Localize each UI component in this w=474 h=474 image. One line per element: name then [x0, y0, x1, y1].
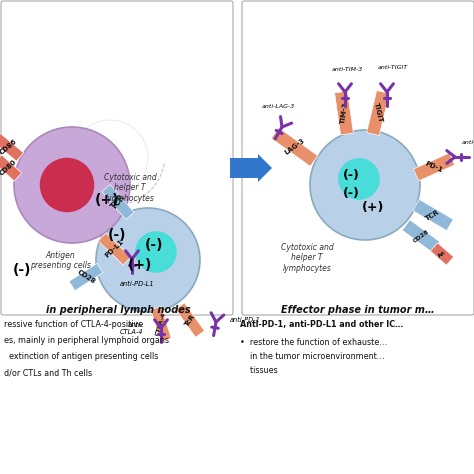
- Text: TCR: TCR: [425, 209, 441, 221]
- Text: PD-L1: PD-L1: [104, 239, 125, 259]
- Text: es, mainly in peripheral lymphoid organs: es, mainly in peripheral lymphoid organs: [4, 336, 169, 345]
- Circle shape: [14, 127, 130, 243]
- FancyBboxPatch shape: [1, 1, 233, 315]
- Polygon shape: [402, 220, 440, 252]
- Circle shape: [96, 208, 200, 312]
- Text: Effector phase in tumor m…: Effector phase in tumor m…: [281, 305, 435, 315]
- Text: TcR: TcR: [183, 313, 196, 327]
- Circle shape: [310, 130, 420, 240]
- Text: (-): (-): [13, 263, 31, 277]
- Text: in peripheral lymph nodes: in peripheral lymph nodes: [46, 305, 191, 315]
- Text: anti-
CTLA-4: anti- CTLA-4: [119, 322, 143, 335]
- Text: anti-PD-1: anti-PD-1: [462, 140, 474, 146]
- Text: (-): (-): [343, 186, 359, 200]
- Polygon shape: [69, 264, 103, 291]
- Polygon shape: [413, 153, 455, 181]
- Text: TCR: TCR: [109, 192, 127, 211]
- Text: anti-PD-L1: anti-PD-L1: [120, 281, 155, 287]
- Text: (+): (+): [128, 258, 152, 272]
- Polygon shape: [271, 128, 318, 166]
- Text: CD80: CD80: [0, 159, 18, 177]
- Text: LAG-3: LAG-3: [283, 138, 306, 156]
- Text: anti-TIM-3: anti-TIM-3: [331, 67, 363, 72]
- Text: anti-LAG-3: anti-LAG-3: [261, 104, 295, 109]
- Text: CD28: CD28: [412, 228, 430, 244]
- Polygon shape: [0, 133, 24, 161]
- Text: CD86: CD86: [0, 138, 18, 156]
- Circle shape: [135, 231, 177, 273]
- Polygon shape: [102, 184, 134, 219]
- Circle shape: [40, 158, 94, 212]
- Polygon shape: [367, 91, 389, 136]
- Polygon shape: [175, 303, 204, 337]
- Text: PD-1: PD-1: [424, 161, 444, 173]
- Text: in the tumor microenvironment…: in the tumor microenvironment…: [240, 352, 385, 361]
- Text: TIGIT: TIGIT: [373, 102, 383, 124]
- Text: (+): (+): [362, 201, 384, 213]
- Circle shape: [72, 120, 148, 196]
- Text: extinction of antigen presenting cells: extinction of antigen presenting cells: [4, 352, 158, 361]
- Text: (-): (-): [343, 168, 359, 182]
- Text: d/or CTLs and Th cells: d/or CTLs and Th cells: [4, 368, 92, 377]
- Text: ressive function of CTLA-4-positive: ressive function of CTLA-4-positive: [4, 320, 143, 329]
- Polygon shape: [151, 306, 171, 342]
- Text: tissues: tissues: [240, 366, 278, 375]
- Text: Antigen
presenting cells: Antigen presenting cells: [29, 251, 91, 270]
- Text: CD28: CD28: [76, 269, 96, 285]
- Text: (-): (-): [108, 228, 126, 242]
- Text: anti-TIGIT: anti-TIGIT: [378, 65, 408, 70]
- FancyArrow shape: [230, 154, 272, 182]
- Text: Cytotoxic and
helper T
lymphocytes: Cytotoxic and helper T lymphocytes: [104, 173, 156, 203]
- Text: anti-PD-1: anti-PD-1: [230, 317, 261, 323]
- Polygon shape: [430, 243, 454, 265]
- Text: (+): (+): [95, 193, 119, 207]
- Polygon shape: [413, 200, 453, 231]
- Text: TIM-3: TIM-3: [339, 101, 348, 124]
- Text: Anti-PD-1, anti-PD-L1 and other IC…: Anti-PD-1, anti-PD-L1 and other IC…: [240, 320, 403, 329]
- Circle shape: [338, 158, 380, 200]
- Text: CTLA-4: CTLA-4: [155, 311, 167, 337]
- Text: Cytotoxic and
helper T
lymphocytes: Cytotoxic and helper T lymphocytes: [281, 243, 333, 273]
- Text: An: An: [438, 249, 447, 258]
- Text: (-): (-): [145, 238, 163, 252]
- Text: •  restore the function of exhauste…: • restore the function of exhauste…: [240, 338, 387, 347]
- Polygon shape: [335, 91, 354, 135]
- Polygon shape: [98, 233, 131, 265]
- FancyBboxPatch shape: [242, 1, 474, 315]
- Polygon shape: [0, 155, 22, 181]
